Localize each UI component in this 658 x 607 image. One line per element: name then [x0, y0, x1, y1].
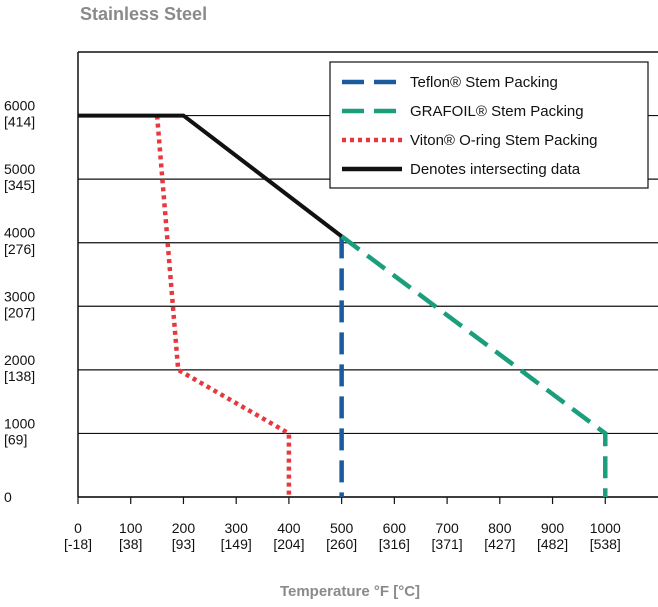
x-tick-label: 0 [-18]: [64, 520, 92, 552]
x-tick-label: 700 [371]: [432, 520, 463, 552]
legend-label: Denotes intersecting data: [410, 161, 581, 178]
y-tick-label: 2000 [138]: [4, 352, 35, 384]
x-tick-label: 400 [204]: [273, 520, 304, 552]
x-tick-label: 1000 [538]: [590, 520, 621, 552]
x-tick-label: 200 [93]: [172, 520, 196, 552]
series-line: [78, 113, 343, 238]
x-tick-label: 800 [427]: [484, 520, 515, 552]
y-tick-label: 4000 [276]: [4, 225, 35, 257]
y-tick-label: 6000 [414]: [4, 98, 35, 130]
legend-label: Viton® O-ring Stem Packing: [410, 132, 598, 149]
y-tick-label: 3000 [207]: [4, 288, 35, 320]
x-axis-label: Temperature °F [°C]: [280, 583, 420, 600]
legend-label: Teflon® Stem Packing: [410, 74, 558, 91]
series-line: [340, 234, 608, 497]
x-tick-label: 100 [38]: [119, 520, 143, 552]
y-tick-label: 1000 [69]: [4, 415, 35, 447]
y-tick-label: 0: [4, 489, 12, 505]
x-tick-label: 500 [260]: [326, 520, 357, 552]
x-tick-label: 900 [482]: [537, 520, 568, 552]
x-tick-label: 300 [149]: [221, 520, 252, 552]
x-tick-label: 600 [316]: [379, 520, 410, 552]
chart-title: Stainless Steel: [80, 4, 207, 24]
legend-label: GRAFOIL® Stem Packing: [410, 103, 584, 120]
y-tick-label: 5000 [345]: [4, 161, 35, 193]
